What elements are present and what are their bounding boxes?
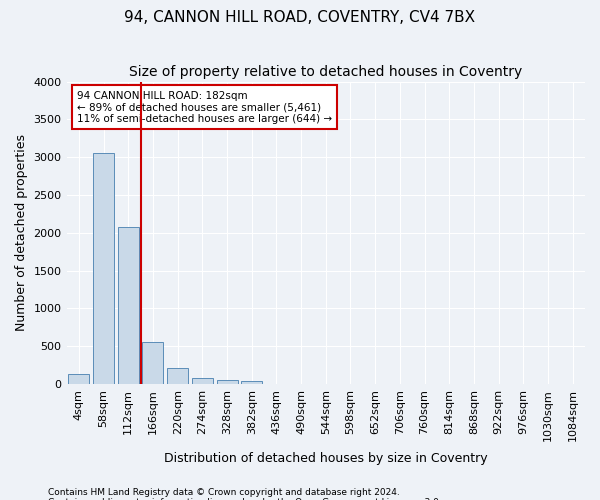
Bar (118, 226, 139, 384)
Bar (167, 368, 188, 384)
Bar (68, 374, 89, 384)
Y-axis label: Number of detached properties: Number of detached properties (15, 134, 28, 332)
Text: Contains public sector information licensed under the Open Government Licence v3: Contains public sector information licen… (48, 498, 442, 500)
Text: 94, CANNON HILL ROAD, COVENTRY, CV4 7BX: 94, CANNON HILL ROAD, COVENTRY, CV4 7BX (124, 10, 476, 25)
X-axis label: Distribution of detached houses by size in Coventry: Distribution of detached houses by size … (164, 452, 488, 465)
Bar (192, 378, 213, 384)
Bar (217, 380, 238, 384)
Text: Contains HM Land Registry data © Crown copyright and database right 2024.: Contains HM Land Registry data © Crown c… (48, 488, 400, 497)
Title: Size of property relative to detached houses in Coventry: Size of property relative to detached ho… (129, 65, 523, 79)
Bar (93, 152, 114, 384)
Bar (241, 381, 262, 384)
Bar (142, 342, 163, 384)
Text: 94 CANNON HILL ROAD: 182sqm
← 89% of detached houses are smaller (5,461)
11% of : 94 CANNON HILL ROAD: 182sqm ← 89% of det… (77, 90, 332, 124)
